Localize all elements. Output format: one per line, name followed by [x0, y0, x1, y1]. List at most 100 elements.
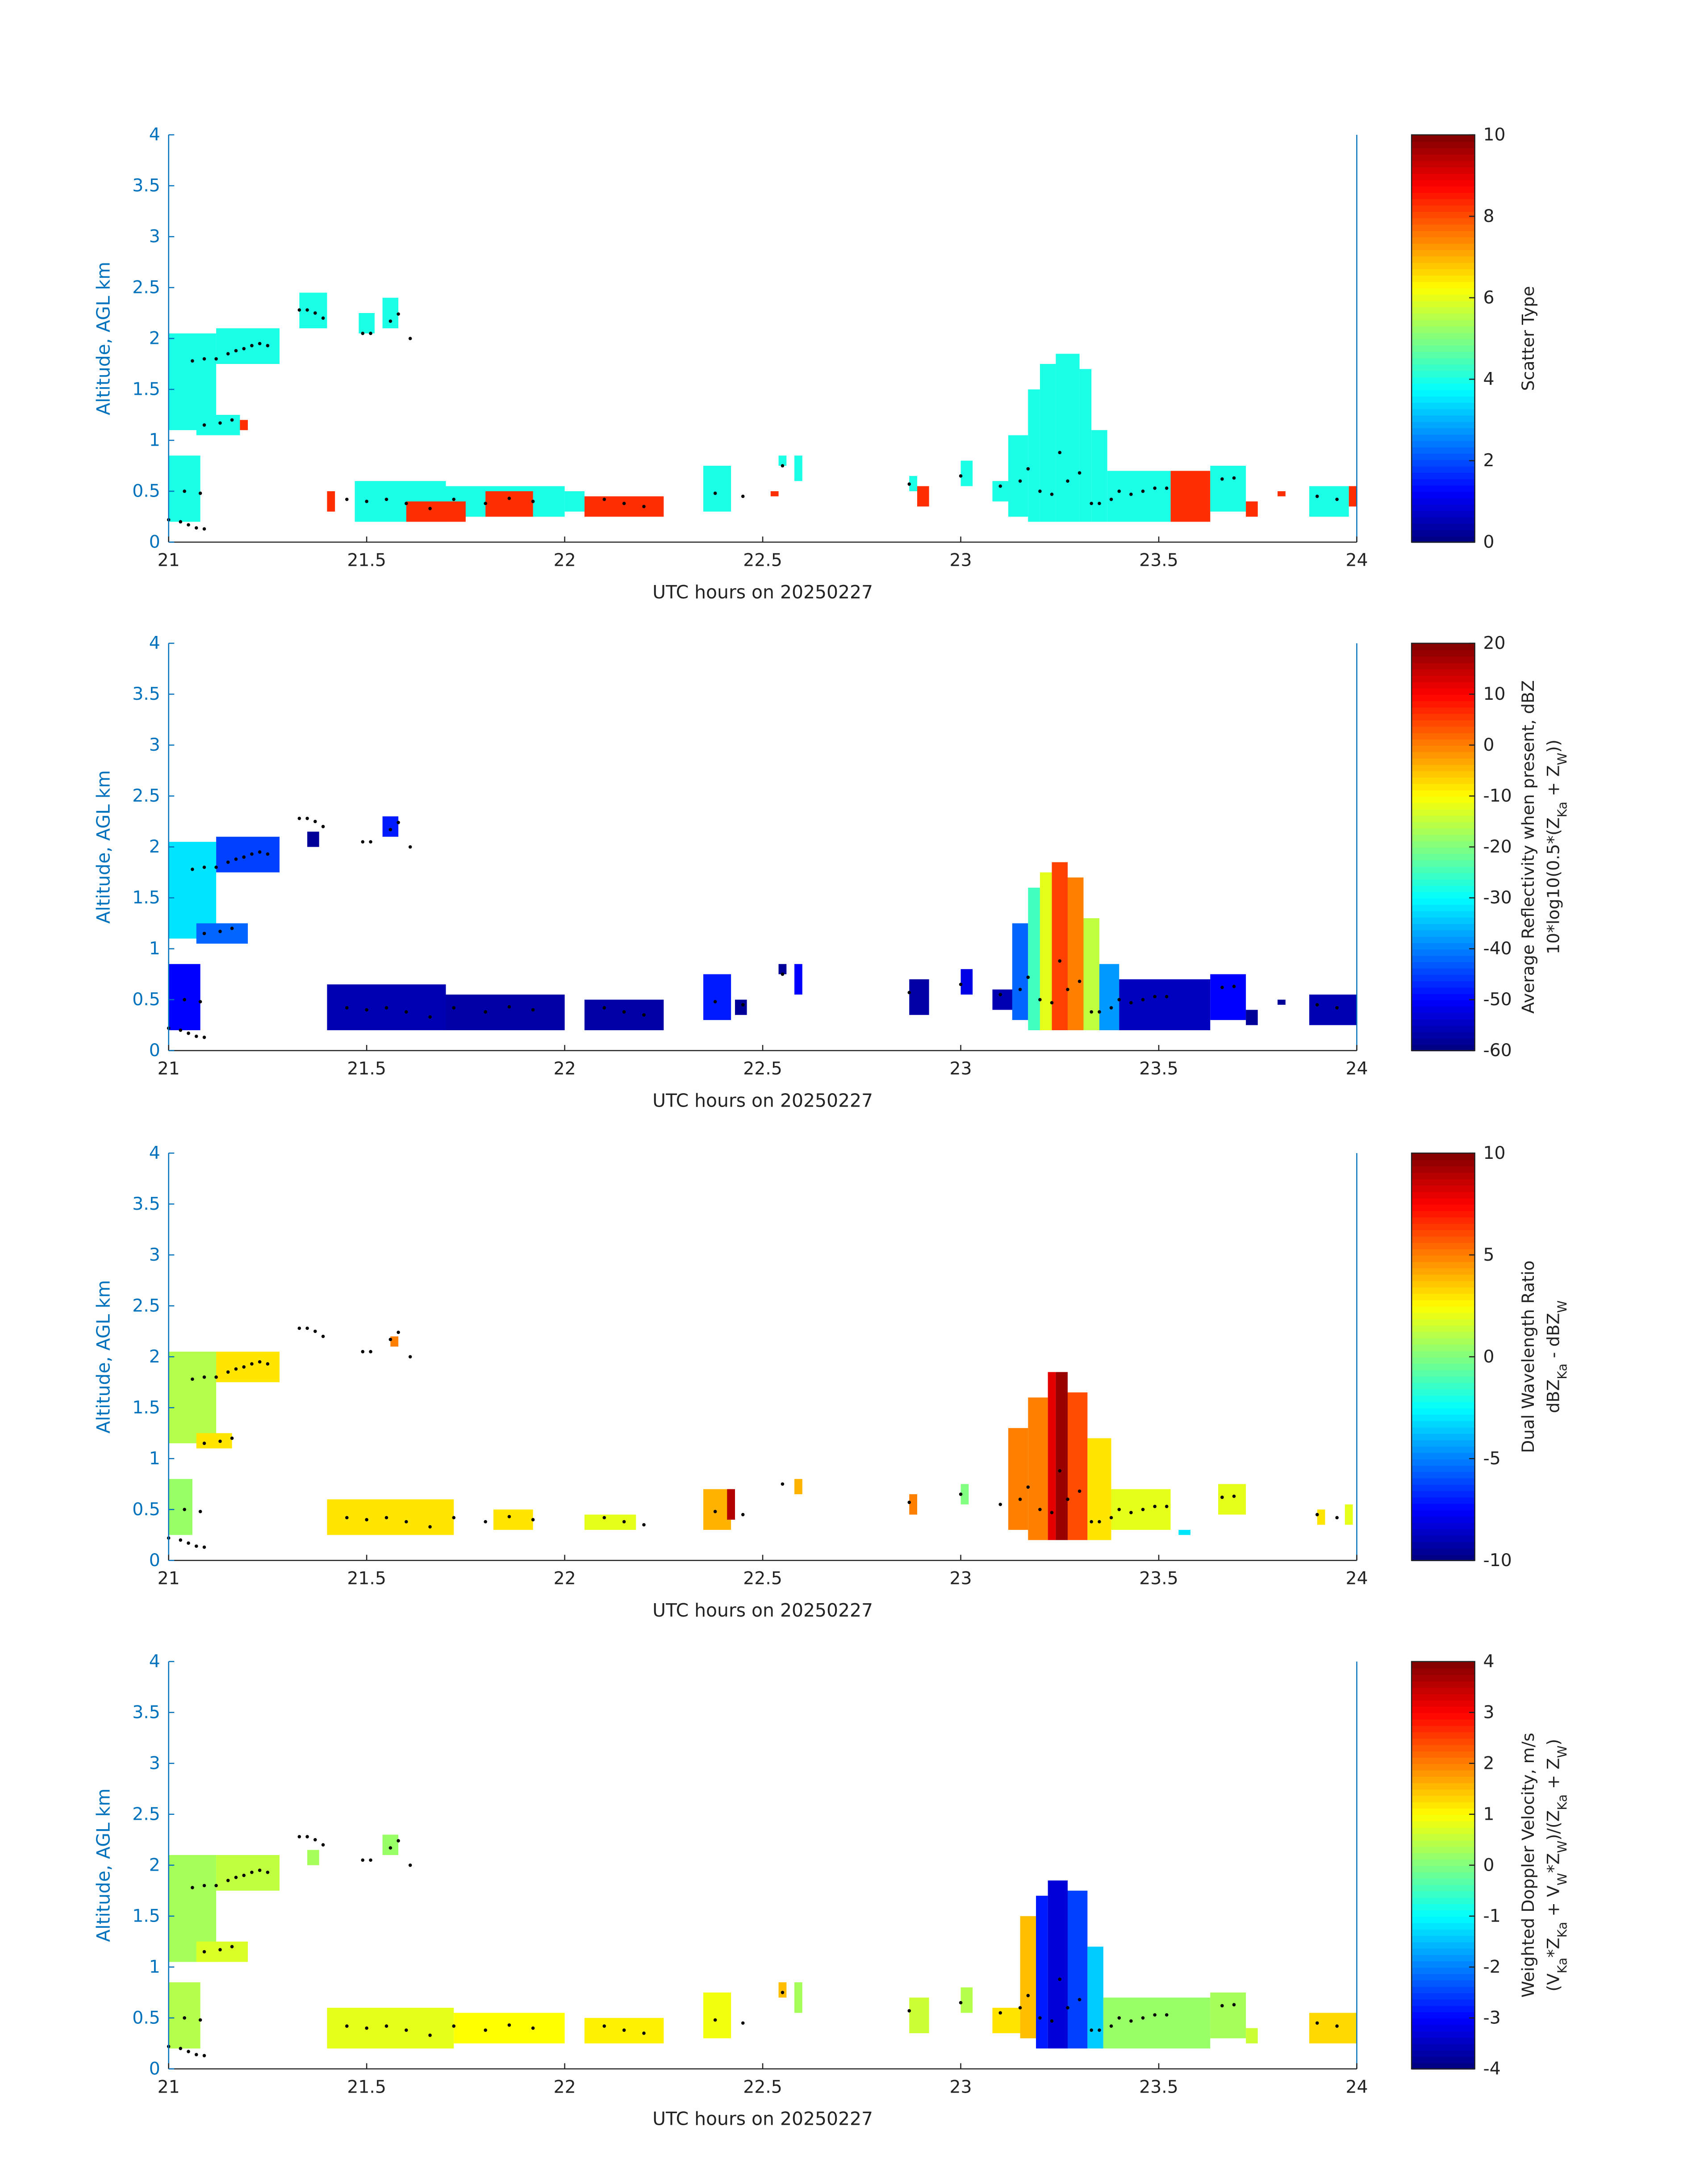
colorbar-segment [1412, 1897, 1475, 1904]
heatmap-cell [216, 836, 280, 873]
colorbar-segment [1412, 1859, 1475, 1866]
heatmap-cell [1008, 1428, 1028, 1530]
marker-dot [1153, 994, 1157, 999]
heatmap-cell [1178, 1529, 1190, 1535]
colorbar-segment [1412, 294, 1475, 301]
heatmap-cell [703, 1489, 731, 1530]
marker-dot [1153, 486, 1157, 490]
colorbar-segment [1412, 1006, 1475, 1013]
marker-dot [713, 2018, 717, 2022]
colorbar-segment [1412, 1363, 1475, 1371]
marker-dot [234, 857, 238, 861]
marker-dot [226, 860, 230, 864]
marker-dot [214, 865, 218, 869]
marker-dot [1090, 1010, 1093, 1014]
colorbar-tick-label: 10 [1483, 125, 1506, 145]
heatmap-cell [1210, 1992, 1246, 2039]
marker-dot [369, 1858, 372, 1862]
marker-dot [202, 1950, 206, 1954]
colorbar-segment [1412, 224, 1475, 231]
marker-dot [266, 852, 270, 856]
colorbar: -4 -3 -2 -1 0 1 2 3 4 Weighted Doppler Velocity, … [1411, 1651, 1570, 2079]
heatmap-cell [778, 964, 787, 974]
colorbar-segment [1412, 364, 1475, 371]
colorbar-tick-label: -30 [1483, 888, 1512, 908]
x-tick-label: 23.5 [1139, 1059, 1178, 1079]
heatmap-cell [1246, 1010, 1258, 1025]
marker-dot [179, 2047, 183, 2050]
x-axis-label: UTC hours on 20250227 [652, 1600, 873, 1621]
marker-dot [187, 1032, 190, 1035]
colorbar-segment [1412, 1910, 1475, 1917]
heatmap-cell [1052, 862, 1068, 1030]
heatmap-cell [1048, 1880, 1068, 2049]
colorbar-segment [1412, 955, 1475, 962]
colorbar-segment [1412, 847, 1475, 854]
x-tick-label: 24 [1345, 550, 1368, 570]
colorbar-segment [1412, 421, 1475, 429]
colorbar-segment [1412, 834, 1475, 841]
colorbar-tick-label: -2 [1483, 1957, 1501, 1977]
x-tick-label: 23 [950, 1569, 972, 1589]
colorbar-segment [1412, 434, 1475, 441]
colorbar-segment [1412, 732, 1475, 740]
colorbar-segment [1412, 1693, 1475, 1701]
heatmap-cell [1210, 974, 1246, 1020]
marker-dot [1090, 501, 1093, 506]
colorbar-segment [1412, 1490, 1475, 1498]
colorbar-segment [1412, 1012, 1475, 1020]
marker-dot [1050, 2019, 1054, 2023]
colorbar-segment [1412, 1554, 1475, 1561]
marker-dot [1077, 1489, 1082, 1493]
marker-dot [218, 1948, 222, 1951]
marker-dot [345, 1006, 349, 1010]
y-tick-label: 0.5 [132, 2008, 160, 2028]
colorbar-segment [1412, 357, 1475, 365]
colorbar-segment [1412, 497, 1475, 505]
marker-dot [1232, 985, 1236, 988]
colorbar-segment [1412, 1973, 1475, 1981]
colorbar-segment [1412, 255, 1475, 263]
marker-dot [781, 1482, 785, 1486]
marker-dot [642, 2031, 646, 2035]
colorbar-segment [1412, 230, 1475, 238]
heatmap-cell [564, 491, 585, 512]
colorbar-segment [1412, 1242, 1475, 1249]
colorbar-segment [1412, 2011, 1475, 2019]
heatmap-cell [307, 832, 319, 847]
marker-dot [198, 491, 202, 495]
colorbar-tick-label: -10 [1483, 1550, 1512, 1571]
colorbar-segment [1412, 1503, 1475, 1510]
marker-dot [1220, 477, 1224, 481]
heatmap-cell [1040, 872, 1052, 1030]
y-tick-label: 0 [149, 1040, 160, 1061]
colorbar-segment [1412, 415, 1475, 422]
x-tick-label: 22 [554, 1569, 576, 1589]
marker-dot [1038, 489, 1042, 493]
heatmap-cell [359, 313, 375, 334]
panels: 21 21.5 22 22.5 23 23.5 2400.511.522.533.54UTC… [93, 125, 1570, 2130]
marker-dot [202, 2054, 206, 2057]
heatmap-cell [992, 481, 1008, 501]
marker-dot [1058, 451, 1062, 455]
colorbar-segment [1412, 453, 1475, 460]
marker-dot [234, 1367, 238, 1371]
marker-dot [388, 319, 393, 323]
x-tick-label: 21 [158, 550, 180, 570]
marker-dot [507, 2023, 511, 2027]
colorbar-segment [1412, 1344, 1475, 1351]
colorbar-segment [1412, 1757, 1475, 1764]
heatmap-cell [794, 455, 802, 481]
marker-dot [202, 865, 206, 869]
colorbar-segment [1412, 1782, 1475, 1790]
heatmap-cell [240, 420, 248, 430]
heatmap-cell [1008, 435, 1028, 517]
colorbar-segment [1412, 1382, 1475, 1390]
colorbar-segment [1412, 1935, 1475, 1943]
marker-dot [226, 1370, 230, 1374]
colorbar-tick-label: 6 [1483, 288, 1495, 308]
marker-dot [531, 500, 535, 503]
heatmap-cell [168, 333, 217, 430]
colorbar-segment [1412, 1274, 1475, 1281]
heatmap-cell [216, 328, 280, 364]
